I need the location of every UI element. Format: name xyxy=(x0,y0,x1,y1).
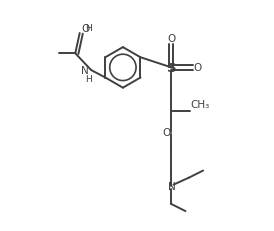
Text: N: N xyxy=(81,66,89,76)
Text: H: H xyxy=(85,24,92,33)
Text: O: O xyxy=(167,34,176,44)
Text: O: O xyxy=(163,127,171,137)
Text: O: O xyxy=(194,63,202,73)
Text: S: S xyxy=(167,62,176,75)
Text: N: N xyxy=(167,182,175,191)
Text: O: O xyxy=(81,24,90,33)
Text: CH₃: CH₃ xyxy=(191,100,210,110)
Text: H: H xyxy=(85,75,93,84)
